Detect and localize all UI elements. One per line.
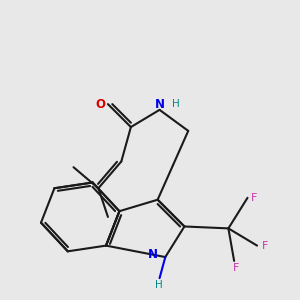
- Text: O: O: [95, 98, 105, 111]
- Text: H: H: [155, 280, 163, 290]
- Text: F: F: [233, 263, 239, 273]
- Text: F: F: [262, 241, 269, 250]
- Text: H: H: [172, 99, 179, 109]
- Text: N: N: [155, 98, 165, 111]
- Text: F: F: [251, 193, 258, 203]
- Text: N: N: [148, 248, 158, 261]
